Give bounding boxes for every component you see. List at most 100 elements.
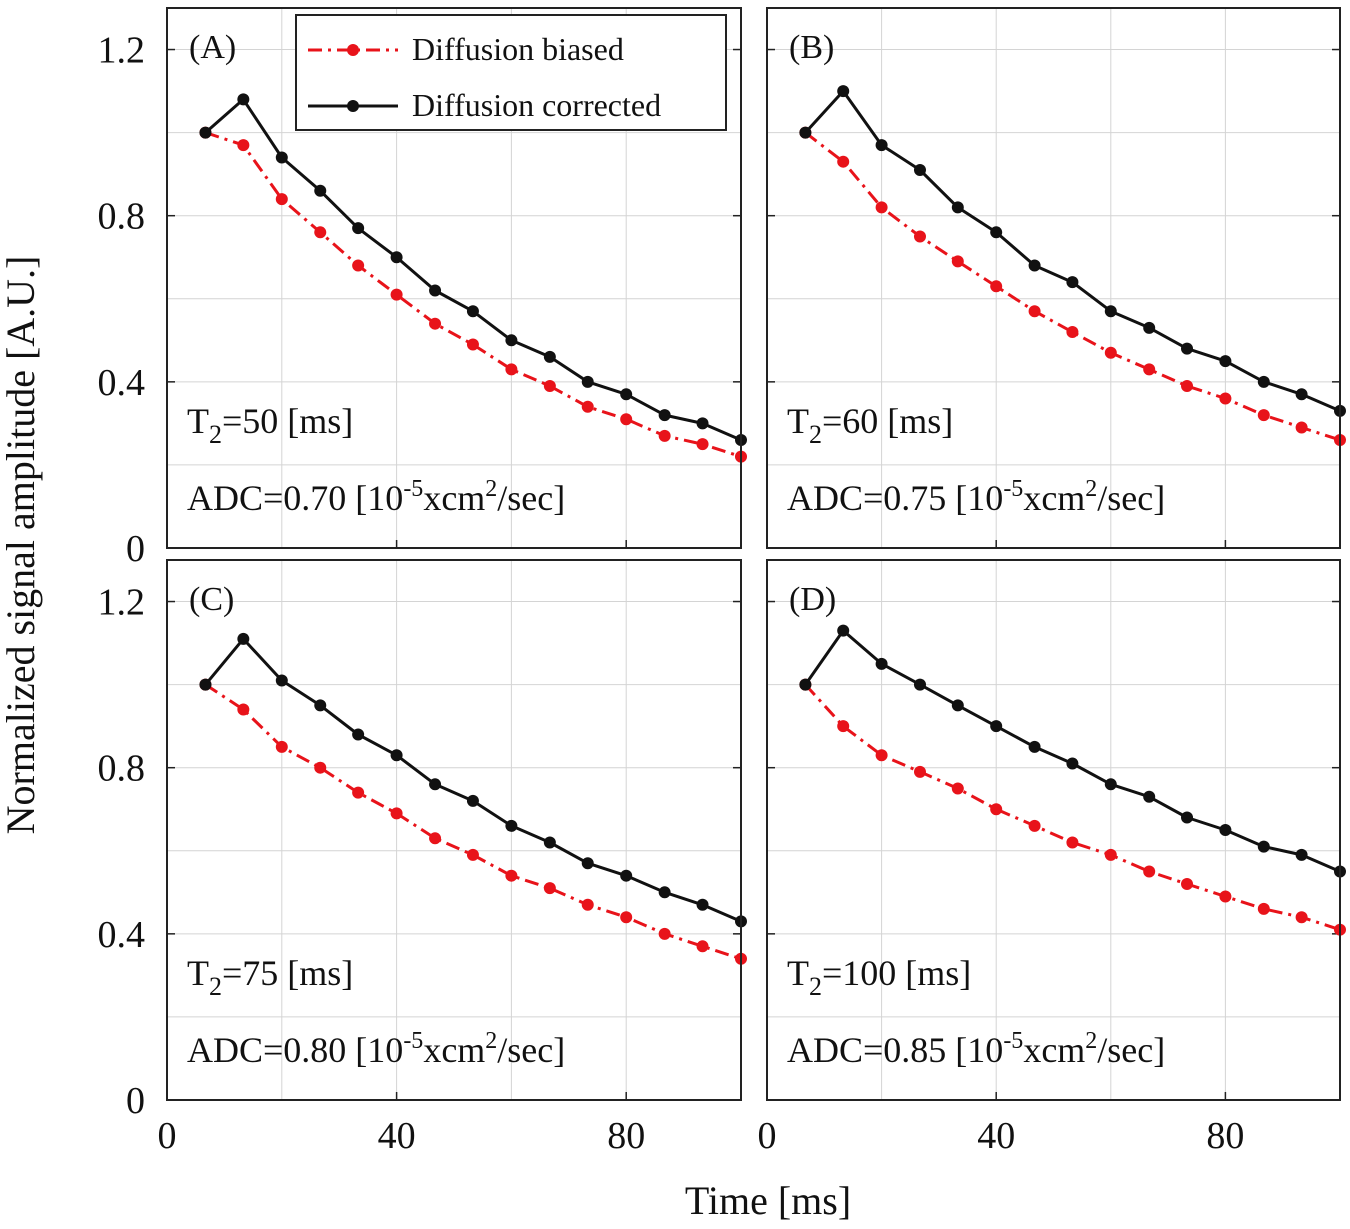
- data-point-corrected: [1066, 757, 1079, 770]
- plot-frame: [166, 559, 742, 1101]
- data-point-corrected: [1181, 811, 1194, 824]
- data-point-biased: [913, 765, 926, 778]
- y-tick-label: 0: [126, 528, 145, 570]
- panel-label: (D): [789, 581, 836, 618]
- data-point-biased: [543, 882, 556, 895]
- data-point-corrected: [1181, 342, 1194, 355]
- data-point-corrected: [620, 869, 633, 882]
- data-point-biased: [352, 786, 365, 799]
- data-point-corrected: [1028, 740, 1041, 753]
- data-point-biased: [1257, 902, 1270, 915]
- y-axis-label: Normalized signal amplitude [A.U.]: [0, 256, 43, 835]
- data-point-biased: [1143, 363, 1156, 376]
- data-point-biased: [1219, 890, 1232, 903]
- data-point-corrected: [275, 674, 288, 687]
- data-point-corrected: [951, 699, 964, 712]
- plot-area: [767, 560, 1340, 1100]
- data-point-corrected: [314, 699, 327, 712]
- data-point-biased: [581, 898, 594, 911]
- data-point-corrected: [199, 126, 212, 139]
- data-point-biased: [620, 911, 633, 924]
- data-point-biased: [1028, 305, 1041, 318]
- x-tick-label: 0: [158, 1115, 177, 1157]
- y-tick-label: 1.2: [98, 30, 146, 72]
- x-tick-label: 0: [758, 1115, 777, 1157]
- data-point-biased: [314, 761, 327, 774]
- data-point-corrected: [581, 857, 594, 870]
- data-point-corrected: [429, 778, 442, 791]
- plot-frame: [766, 7, 1341, 549]
- data-point-biased: [1104, 848, 1117, 861]
- data-point-corrected: [837, 85, 850, 98]
- data-point-corrected: [620, 388, 633, 401]
- legend-biased-label: Diffusion biased: [412, 31, 624, 67]
- data-point-corrected: [543, 350, 556, 363]
- data-point-biased: [875, 201, 888, 214]
- chart-panel-1: (B) T2=60 [ms] ADC=0.75 [10-5xcm2/sec]: [766, 7, 1346, 549]
- x-tick-label: 40: [977, 1115, 1015, 1157]
- legend-biased-marker: [347, 44, 359, 56]
- y-tick-label: 0.8: [98, 196, 146, 238]
- data-point-corrected: [1219, 355, 1232, 368]
- data-point-biased: [466, 848, 479, 861]
- data-point-biased: [658, 429, 671, 442]
- data-point-biased: [951, 782, 964, 795]
- data-point-corrected: [390, 749, 403, 762]
- data-point-corrected: [390, 251, 403, 264]
- data-point-corrected: [314, 184, 327, 197]
- data-point-corrected: [1066, 276, 1079, 289]
- data-point-biased: [237, 139, 250, 152]
- data-point-corrected: [1143, 790, 1156, 803]
- data-point-corrected: [1028, 259, 1041, 272]
- data-point-biased: [581, 400, 594, 413]
- data-point-corrected: [951, 201, 964, 214]
- data-point-biased: [352, 259, 365, 272]
- y-tick-label: 1.2: [98, 582, 146, 624]
- data-point-biased: [1028, 819, 1041, 832]
- data-point-biased: [837, 720, 850, 733]
- data-point-corrected: [658, 409, 671, 422]
- panels-group: 0 0.4 0.8 1.2 (A) T2=50 [ms] ADC=0.70 [10-5xcm…: [98, 7, 1346, 1157]
- t2-annotation: T2=60 [ms]: [787, 401, 953, 449]
- data-point-corrected: [799, 126, 812, 139]
- data-point-corrected: [429, 284, 442, 297]
- data-point-corrected: [505, 334, 518, 347]
- data-point-corrected: [1143, 321, 1156, 334]
- data-point-biased: [1104, 346, 1117, 359]
- data-point-corrected: [696, 898, 709, 911]
- adc-annotation: ADC=0.85 [10-5xcm2/sec]: [787, 1028, 1165, 1070]
- data-point-corrected: [466, 794, 479, 807]
- data-point-biased: [913, 230, 926, 243]
- panel-label: (C): [189, 581, 234, 618]
- data-point-corrected: [581, 375, 594, 388]
- data-point-biased: [275, 193, 288, 206]
- x-tick-label: 80: [1206, 1115, 1244, 1157]
- y-tick-label: 0: [126, 1080, 145, 1122]
- data-point-corrected: [543, 836, 556, 849]
- legend-box: [295, 14, 727, 131]
- data-point-corrected: [237, 632, 250, 645]
- data-point-biased: [505, 869, 518, 882]
- data-point-biased: [429, 317, 442, 330]
- legend: Diffusion biased Diffusion corrected: [295, 14, 727, 131]
- data-point-biased: [237, 703, 250, 716]
- data-point-biased: [1257, 409, 1270, 422]
- data-point-biased: [1066, 836, 1079, 849]
- y-tick-label: 0.8: [98, 748, 146, 790]
- x-axis-label: Time [ms]: [685, 1178, 851, 1223]
- data-point-corrected: [466, 305, 479, 318]
- data-point-corrected: [1219, 824, 1232, 836]
- data-point-biased: [1181, 878, 1194, 890]
- data-point-biased: [429, 832, 442, 845]
- data-point-biased: [390, 807, 403, 820]
- data-point-biased: [1143, 865, 1156, 878]
- legend-corrected-marker: [347, 100, 359, 112]
- chart-panel-2: 0 0.4 0.8 1.2 0 40 80 (C) T2=75 [ms] ADC=0.80 [10…: [98, 559, 747, 1157]
- data-point-biased: [658, 927, 671, 940]
- data-point-corrected: [1257, 375, 1270, 388]
- data-point-biased: [990, 803, 1003, 816]
- data-point-corrected: [1295, 388, 1308, 401]
- x-tick-label: 80: [607, 1115, 645, 1157]
- data-point-biased: [990, 280, 1003, 293]
